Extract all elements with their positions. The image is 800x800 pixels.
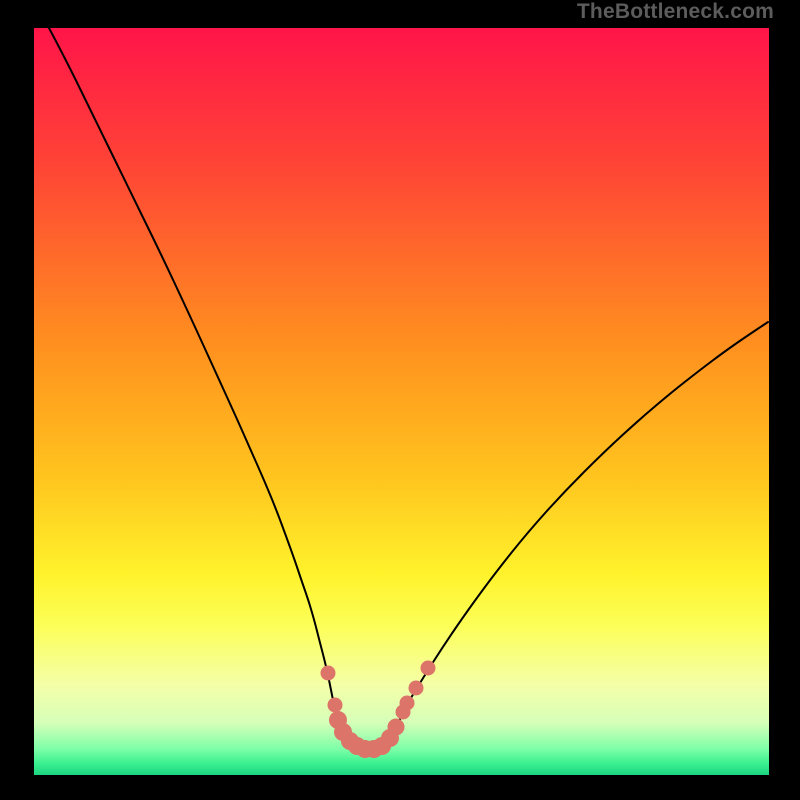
curve-marker	[421, 661, 436, 676]
plot-area	[34, 28, 769, 775]
curve-marker	[321, 666, 336, 681]
curve-marker	[409, 681, 424, 696]
gradient-background	[34, 28, 769, 775]
watermark-text: TheBottleneck.com	[577, 0, 774, 24]
curve-marker	[400, 696, 415, 711]
curve-marker	[388, 719, 405, 736]
chart-svg	[34, 28, 769, 775]
outer-frame: TheBottleneck.com	[0, 0, 800, 800]
curve-marker	[328, 698, 343, 713]
